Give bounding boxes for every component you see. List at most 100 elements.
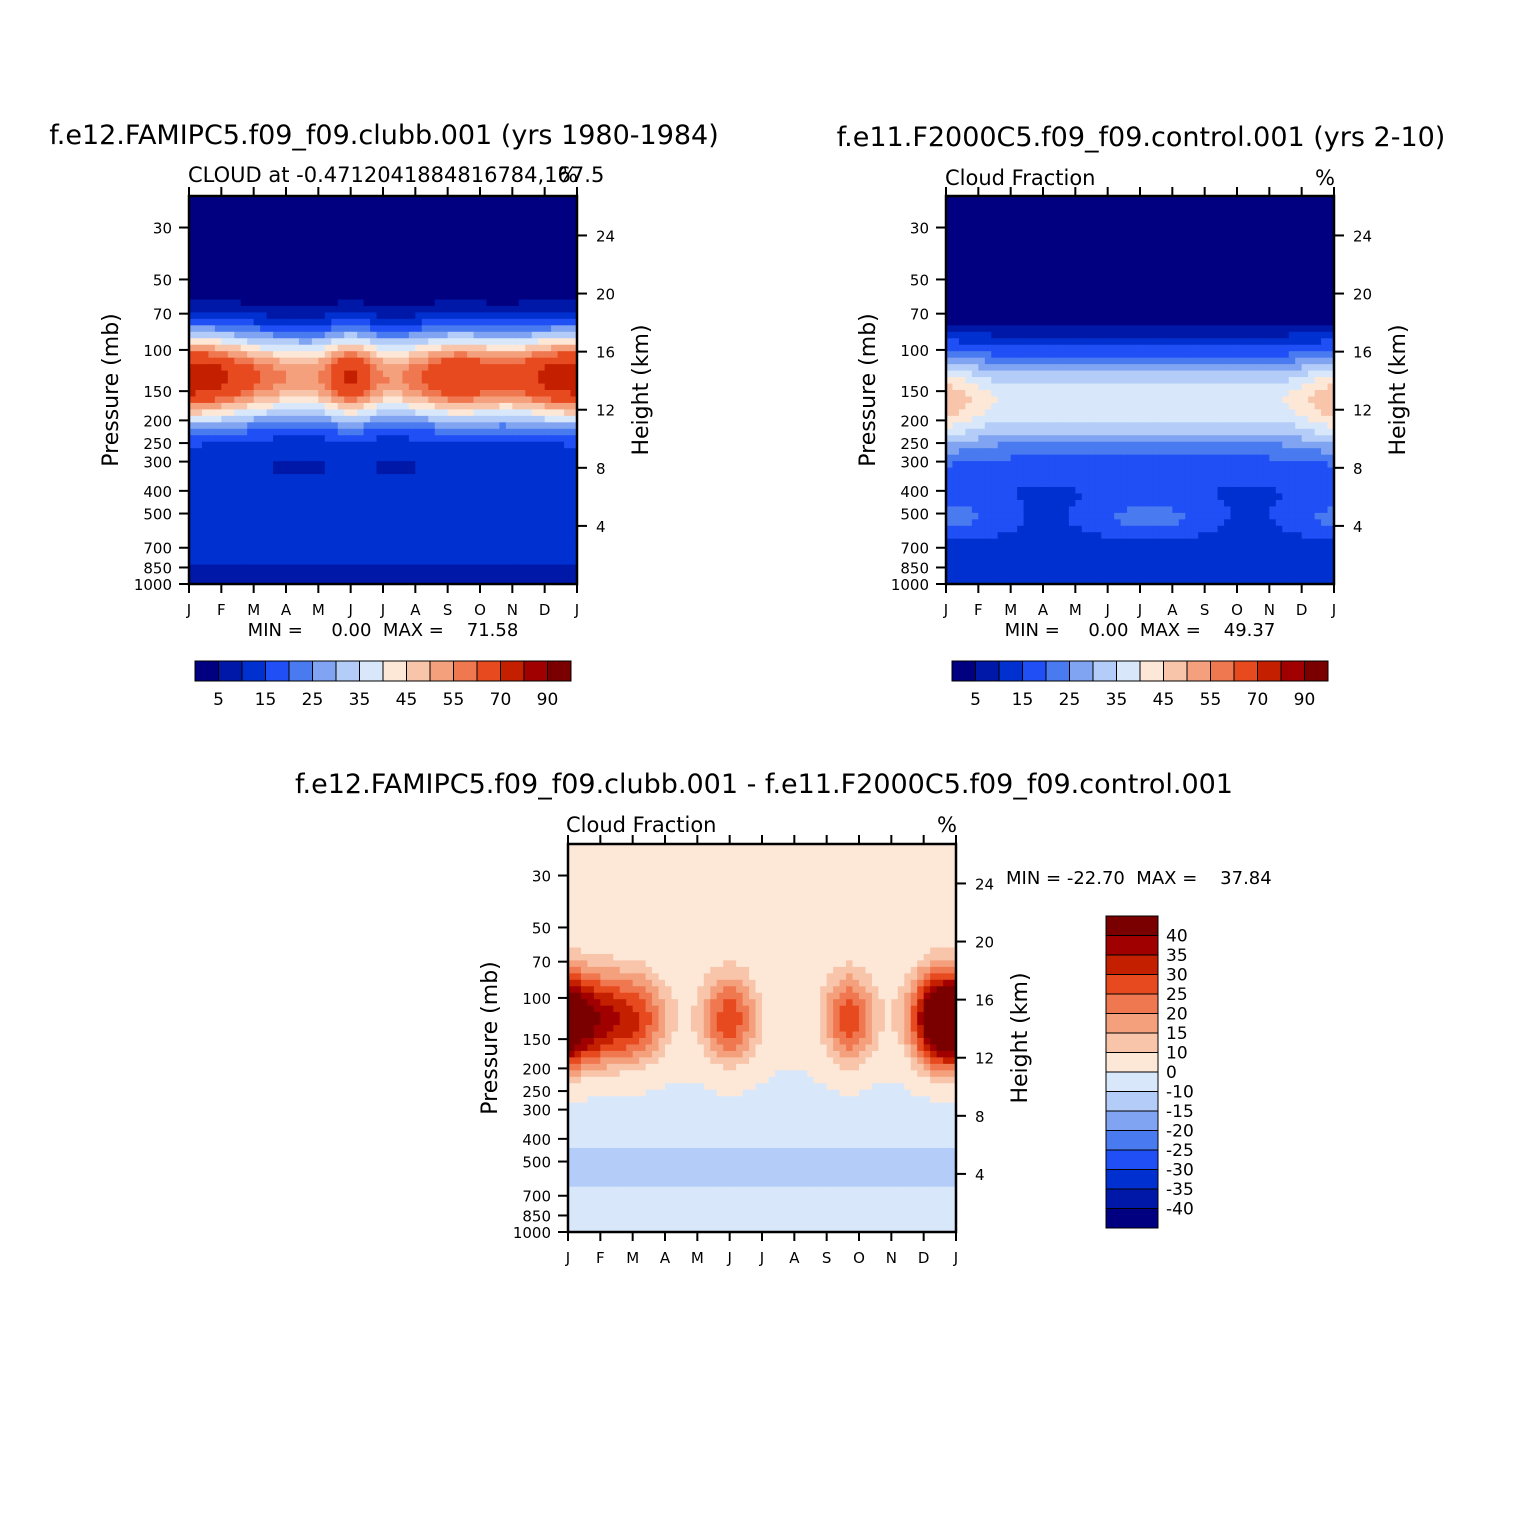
contour-cell (389, 299, 397, 307)
contour-cell (253, 396, 261, 404)
colorbar-swatch (359, 660, 384, 682)
contour-cell (1146, 305, 1154, 313)
contour-cell (253, 202, 261, 210)
contour-cell (247, 383, 255, 391)
contour-cell (946, 299, 954, 307)
contour-cell (370, 499, 378, 507)
contour-cell (240, 325, 248, 333)
contour-cell (428, 344, 436, 352)
colorbar-swatch (265, 660, 290, 682)
x-tick-label: J (574, 601, 579, 619)
contour-cell (1146, 215, 1154, 223)
contour-cell (350, 293, 358, 301)
contour-cell (195, 325, 203, 333)
contour-cell (1224, 196, 1232, 204)
contour-cell (357, 545, 365, 553)
contour-cell (324, 202, 332, 210)
contour-cell (357, 305, 365, 313)
contour-cell (570, 299, 578, 307)
contour-cell (1075, 196, 1083, 204)
contour-cell (298, 390, 306, 398)
contour-cell (415, 312, 423, 320)
contour-cell (1204, 267, 1212, 275)
contour-cell (1114, 221, 1122, 229)
contour-cell (473, 538, 481, 546)
contour-cell (473, 260, 481, 268)
contour-cell (460, 344, 468, 352)
contour-cell (279, 461, 287, 469)
contour-cell (1185, 280, 1193, 288)
contour-cell (1146, 247, 1154, 255)
contour-cell (421, 506, 429, 514)
contour-cell (1308, 273, 1316, 281)
contour-cell (551, 325, 559, 333)
contour-cell (357, 571, 365, 579)
contour-cell (240, 351, 248, 359)
contour-cell (324, 215, 332, 223)
contour-cell (570, 228, 578, 236)
contour-cell (570, 415, 578, 423)
contour-cell (318, 383, 326, 391)
contour-cell (305, 428, 313, 436)
contour-cell (1191, 318, 1199, 326)
contour-cell (298, 415, 306, 423)
contour-cell (447, 208, 455, 216)
contour-cell (557, 286, 565, 294)
contour-cell (518, 260, 526, 268)
contour-cell (363, 558, 371, 566)
contour-cell (428, 480, 436, 488)
contour-cell (434, 454, 442, 462)
contour-cell (408, 312, 416, 320)
contour-cell (434, 325, 442, 333)
contour-cell (460, 480, 468, 488)
contour-cell (1321, 247, 1329, 255)
contour-cell (234, 260, 242, 268)
contour-cell (454, 202, 462, 210)
contour-cell (363, 422, 371, 430)
contour-cell (1159, 286, 1167, 294)
contour-cell (1243, 286, 1251, 294)
contour-cell (273, 286, 281, 294)
contour-cell (370, 525, 378, 533)
panel-2: f.e11.F2000C5.f09_f09.control.001 (yrs 2… (837, 122, 1446, 710)
contour-cell (1055, 299, 1063, 307)
contour-cell (1230, 228, 1238, 236)
contour-cell (395, 499, 403, 507)
contour-cell (1249, 254, 1257, 262)
contour-cell (344, 305, 352, 313)
contour-cell (544, 286, 552, 294)
contour-cell (234, 247, 242, 255)
contour-cell (1165, 299, 1173, 307)
contour-cell (376, 357, 384, 365)
contour-cell (512, 493, 520, 501)
contour-cell (189, 506, 197, 514)
contour-cell (247, 215, 255, 223)
contour-cell (279, 273, 287, 281)
contour-cell (538, 202, 546, 210)
contour-cell (428, 461, 436, 469)
contour-cell (292, 241, 300, 249)
contour-cell (298, 525, 306, 533)
contour-cell (1237, 247, 1245, 255)
contour-cell (389, 487, 397, 495)
contour-cell (221, 428, 229, 436)
contour-cell (1198, 208, 1206, 216)
contour-cell (292, 519, 300, 527)
contour-cell (1185, 254, 1193, 262)
contour-cell (395, 305, 403, 313)
contour-cell (531, 493, 539, 501)
contour-cell (1321, 260, 1329, 268)
contour-cell (195, 474, 203, 482)
contour-cell (383, 474, 391, 482)
contour-cell (447, 538, 455, 546)
contour-cell (460, 461, 468, 469)
contour-cell (189, 383, 197, 391)
contour-cell (1030, 241, 1038, 249)
contour-cell (344, 532, 352, 540)
contour-cell (460, 383, 468, 391)
contour-cell (492, 551, 500, 559)
contour-cell (531, 409, 539, 417)
contour-cell (1049, 241, 1057, 249)
contour-cell (370, 396, 378, 404)
